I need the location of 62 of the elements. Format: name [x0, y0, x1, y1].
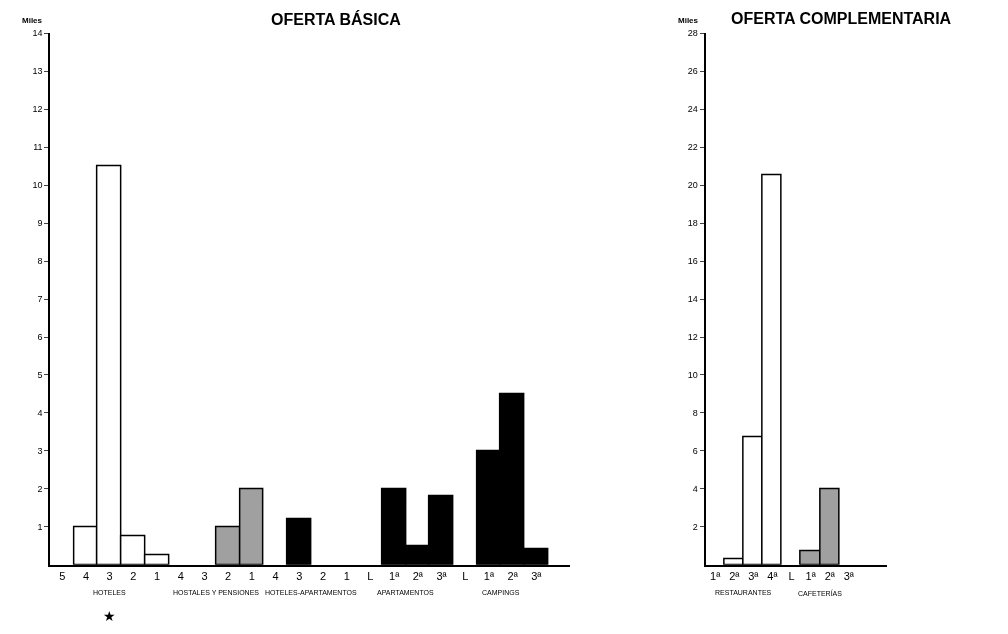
y-tick-label: 12: [687, 332, 698, 343]
x-tick-label: L: [788, 570, 795, 583]
y-axis-title: Miles: [22, 16, 43, 25]
y-tick-label: 9: [37, 218, 43, 229]
x-tick-label: 3ª: [436, 570, 448, 583]
x-tick-label: 4: [177, 570, 184, 583]
y-tick-label: 10: [32, 180, 43, 191]
y-tick-label: 2: [692, 521, 698, 532]
chart-title: OFERTA BÁSICA: [271, 10, 402, 28]
y-tick-label: 18: [687, 218, 698, 229]
x-tick-label: 4: [272, 570, 279, 583]
x-tick-label: 1ª: [389, 570, 401, 583]
y-tick-label: 5: [37, 370, 43, 381]
y-tick-label: 7: [37, 294, 43, 305]
x-tick-label: 4ª: [767, 570, 779, 583]
y-tick-label: 22: [687, 142, 698, 153]
y-tick-label: 16: [687, 256, 698, 267]
x-tick-label: 2ª: [729, 570, 741, 583]
x-tick-label: 3: [296, 570, 303, 583]
x-tick-label: 1ª: [483, 570, 495, 583]
y-tick-label: 20: [687, 180, 698, 191]
x-tick-label: 5: [59, 570, 66, 583]
x-tick-label: 2ª: [412, 570, 424, 583]
y-tick-label: 10: [687, 370, 698, 381]
y-tick-label: 8: [37, 256, 43, 267]
x-tick-label: 2: [319, 570, 327, 583]
x-tick-label: 1: [343, 570, 350, 583]
y-tick-label: 6: [37, 332, 43, 343]
y-tick-label: 13: [32, 66, 43, 77]
y-tick-label: 4: [692, 484, 698, 495]
y-tick-label: 24: [687, 104, 698, 115]
x-tick-label: 2ª: [824, 570, 836, 583]
x-tick-label: 2: [130, 570, 137, 583]
chart-title: OFERTA COMPLEMENTARIA: [731, 10, 952, 27]
y-tick-label: 12: [32, 104, 43, 115]
y-axis-title: Miles: [678, 16, 699, 25]
x-tick-label: L: [462, 570, 469, 583]
y-tick-label: 28: [687, 28, 698, 39]
x-tick-label: 1: [248, 570, 255, 583]
x-tick-label: 3ª: [843, 570, 855, 583]
y-tick-label: 14: [687, 294, 698, 305]
x-tick-label: 2ª: [507, 570, 519, 583]
y-tick-label: 6: [692, 446, 698, 457]
x-tick-label: 3: [201, 570, 208, 583]
x-tick-label: 3ª: [531, 570, 543, 583]
y-tick-label: 3: [37, 446, 43, 457]
y-tick-label: 14: [32, 28, 43, 39]
y-tick-label: 2: [37, 484, 43, 495]
y-tick-label: 11: [33, 142, 43, 153]
x-tick-label: 4: [82, 570, 90, 583]
y-tick-label: 8: [692, 408, 698, 419]
x-tick-label: 1: [154, 570, 161, 583]
x-tick-label: L: [367, 570, 374, 583]
x-tick-label: 2: [225, 570, 232, 583]
x-tick-label: 1ª: [710, 570, 722, 583]
x-tick-label: 3ª: [748, 570, 760, 583]
text: ★: [103, 608, 116, 624]
y-tick-label: 1: [37, 521, 43, 532]
x-tick-label: 1ª: [805, 570, 817, 583]
y-tick-label: 4: [37, 408, 43, 419]
y-tick-label: 26: [687, 66, 698, 77]
x-tick-label: 3: [106, 570, 113, 583]
